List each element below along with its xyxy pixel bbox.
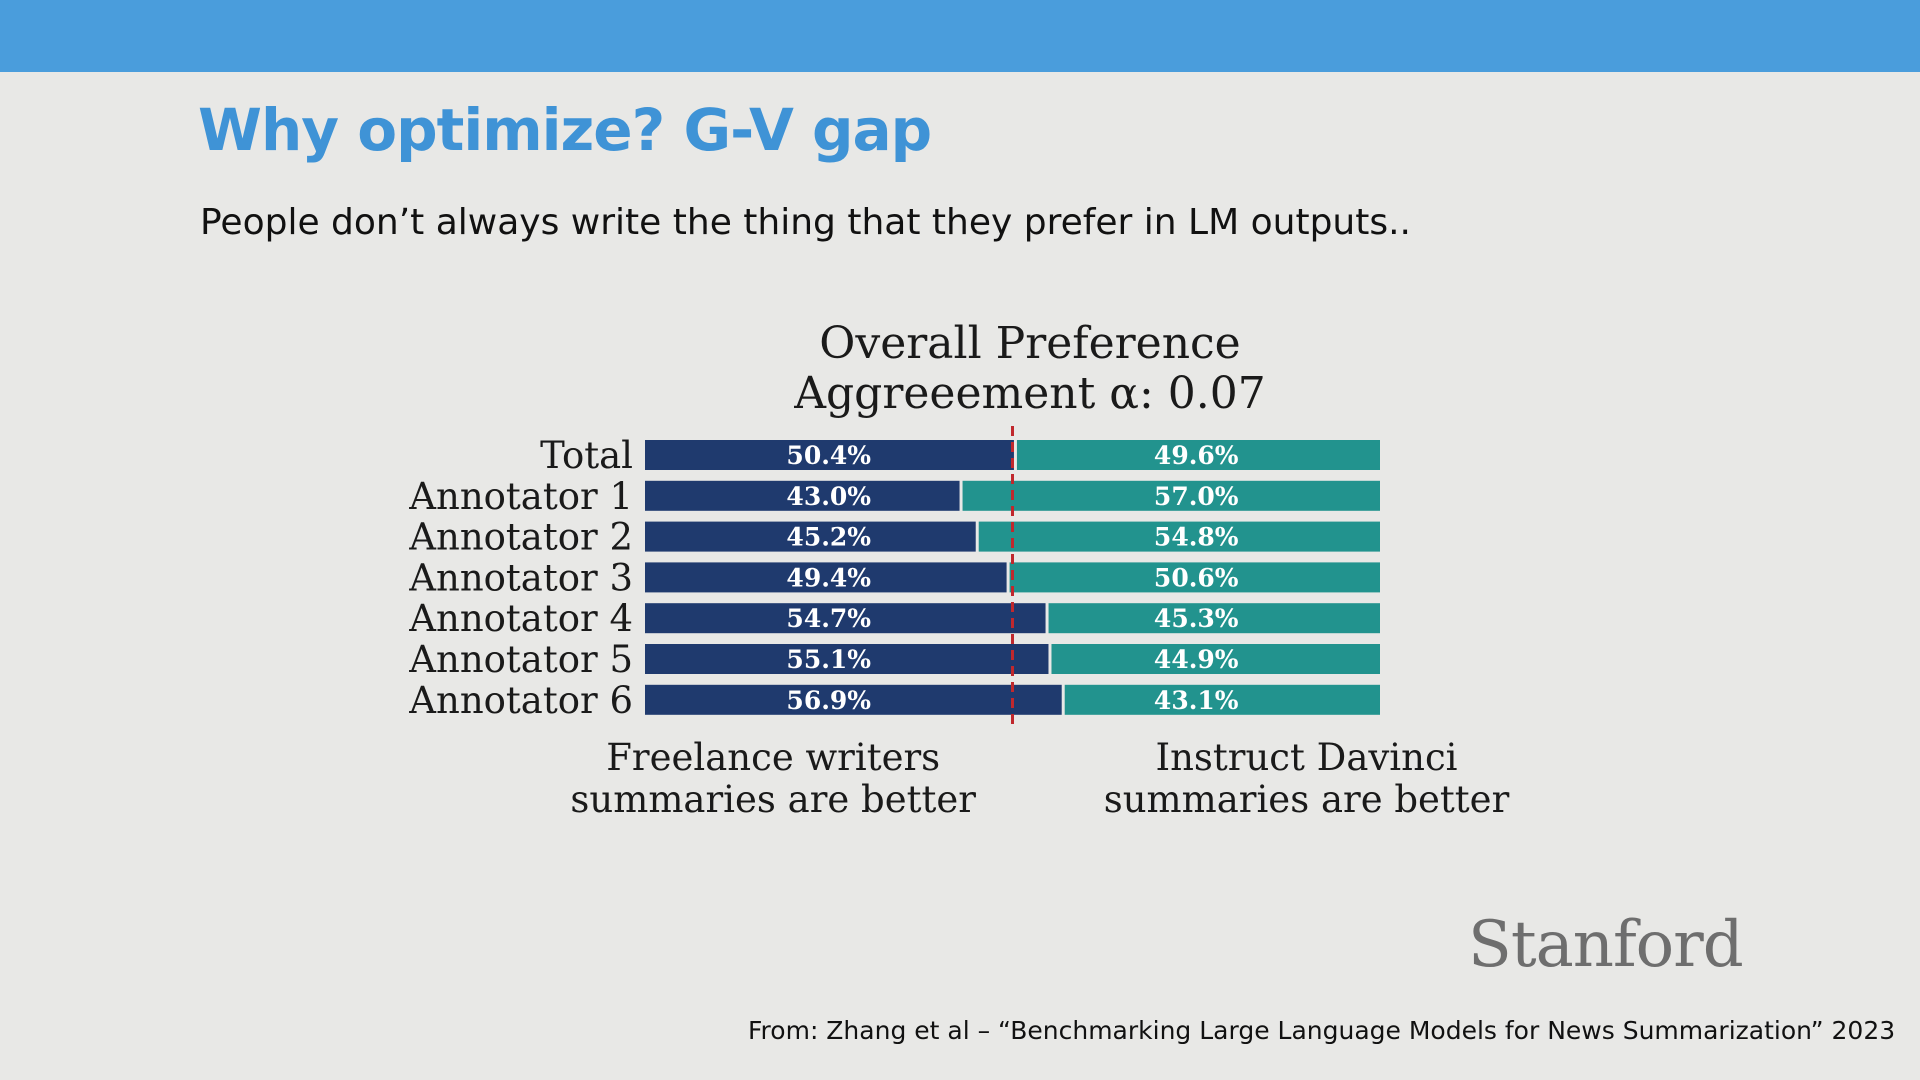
data-label-freelance: 54.7% — [786, 604, 871, 633]
data-label-davinci: 43.1% — [1154, 686, 1239, 715]
data-label-davinci: 49.6% — [1154, 441, 1239, 470]
bar-davinci — [1064, 684, 1380, 715]
data-label-davinci: 45.3% — [1154, 604, 1239, 633]
data-label-freelance: 49.4% — [786, 563, 871, 592]
row-label: Annotator 3 — [408, 556, 633, 599]
bar-freelance — [645, 603, 1046, 634]
left-caption: Freelance writers — [606, 736, 940, 779]
bar-davinci — [1051, 644, 1380, 674]
bar-davinci — [1016, 440, 1380, 470]
bar-freelance — [645, 521, 976, 552]
data-label-davinci: 54.8% — [1154, 523, 1239, 552]
slide-subtitle: People don’t always write the thing that… — [200, 202, 1411, 243]
bar-davinci — [1009, 562, 1380, 593]
data-label-freelance: 45.2% — [786, 523, 871, 552]
data-label-freelance: 56.9% — [786, 686, 871, 715]
data-label-freelance: 43.0% — [786, 482, 871, 511]
bar-davinci — [1048, 603, 1380, 634]
right-caption: Instruct Davinci — [1155, 736, 1457, 779]
bar-freelance — [645, 440, 1014, 470]
data-label-freelance: 50.4% — [786, 441, 871, 470]
slide-title: Why optimize? G-V gap — [198, 96, 932, 164]
bar-freelance — [645, 562, 1007, 593]
data-label-davinci: 50.6% — [1154, 563, 1239, 592]
row-label: Annotator 4 — [408, 597, 633, 640]
right-caption: summaries are better — [1104, 778, 1510, 821]
left-caption: summaries are better — [570, 778, 976, 821]
bar-freelance — [645, 684, 1062, 715]
citation: From: Zhang et al – “Benchmarking Large … — [748, 1016, 1896, 1045]
row-label: Annotator 6 — [408, 679, 633, 722]
header-bar — [0, 0, 1920, 72]
bar-freelance — [645, 644, 1049, 674]
data-label-davinci: 44.9% — [1154, 645, 1239, 674]
row-label: Total — [540, 434, 633, 477]
bar-freelance — [645, 480, 960, 511]
row-label: Annotator 5 — [408, 638, 633, 681]
bar-davinci — [962, 480, 1380, 511]
data-label-davinci: 57.0% — [1154, 482, 1239, 511]
row-label: Annotator 2 — [408, 516, 633, 559]
chart-title-line2: Aggreeement α: 0.07 — [793, 368, 1266, 419]
stanford-logo: Stanford — [1468, 908, 1744, 982]
chart-title-line1: Overall Preference — [819, 318, 1240, 369]
row-label: Annotator 1 — [408, 475, 633, 518]
bar-davinci — [978, 521, 1380, 552]
data-label-freelance: 55.1% — [786, 645, 871, 674]
